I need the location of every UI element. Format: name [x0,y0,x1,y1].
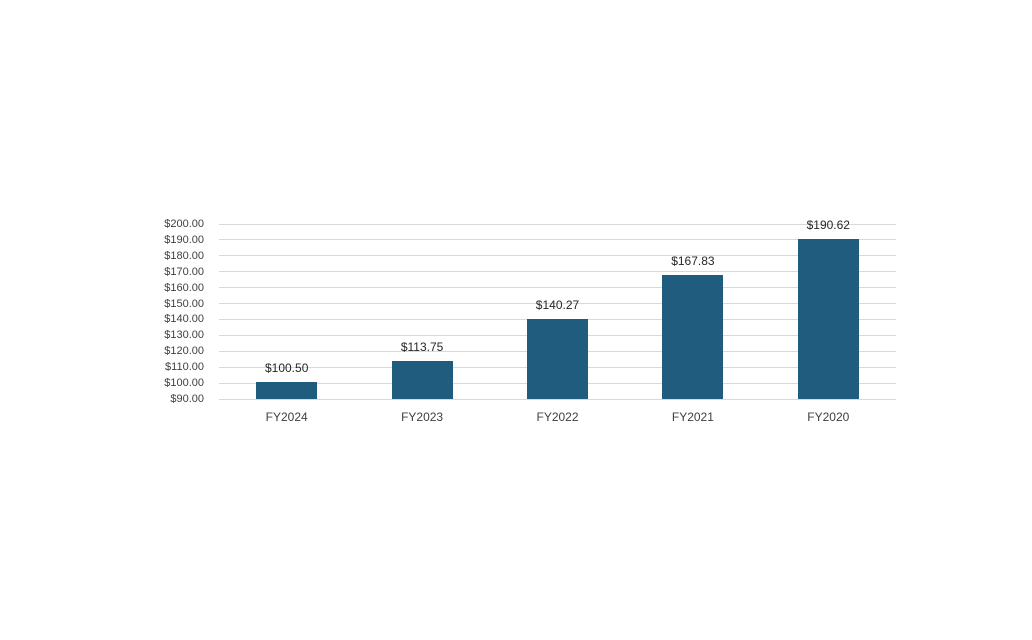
bar-fy2020 [797,238,859,399]
y-tick-label: $160.00 [164,281,204,294]
y-tick-label: $180.00 [164,249,204,262]
gridline [219,255,896,257]
bar-value-label: $113.75 [400,340,444,355]
y-axis: $90.00 $100.00 $110.00 $120.00 $130.00 $140.0… [120,218,204,405]
x-category-label: FY2023 [401,410,444,424]
y-tick-label: $110.00 [165,361,204,374]
x-category-label: FY2020 [807,410,850,424]
y-tick-label: $120.00 [164,345,204,358]
bar-value-label: $167.83 [671,254,715,269]
gridline [219,287,896,289]
y-tick-label: $150.00 [164,297,204,310]
y-tick-label: $190.00 [164,233,204,246]
gridline [219,239,896,241]
x-category-label: FY2021 [671,410,714,424]
y-tick-label: $200.00 [164,218,204,230]
y-tick-label: $170.00 [164,265,204,278]
x-category-label: FY2022 [536,410,579,424]
y-tick-label: $140.00 [164,313,204,326]
gridline [219,271,896,273]
y-tick-label: $130.00 [164,329,204,342]
x-category-label: FY2024 [265,410,308,424]
bar-value-label: $100.50 [264,361,309,376]
gridline [219,398,896,400]
bar-fy2023 [391,361,453,399]
bar-value-label: $140.27 [535,298,580,313]
y-tick-label: $100.00 [164,377,204,390]
bar-value-label: $190.62 [806,217,850,232]
bar-fy2021 [662,275,724,399]
bar-fy2024 [256,382,318,399]
gridline [219,303,896,305]
plot-area: $100.50 FY2024 $113.75 FY2023 $140.27 FY2022 $… [219,218,896,424]
y-tick-label: $90.00 [170,393,204,405]
gridline [219,223,896,225]
bar-fy2022 [527,319,588,399]
